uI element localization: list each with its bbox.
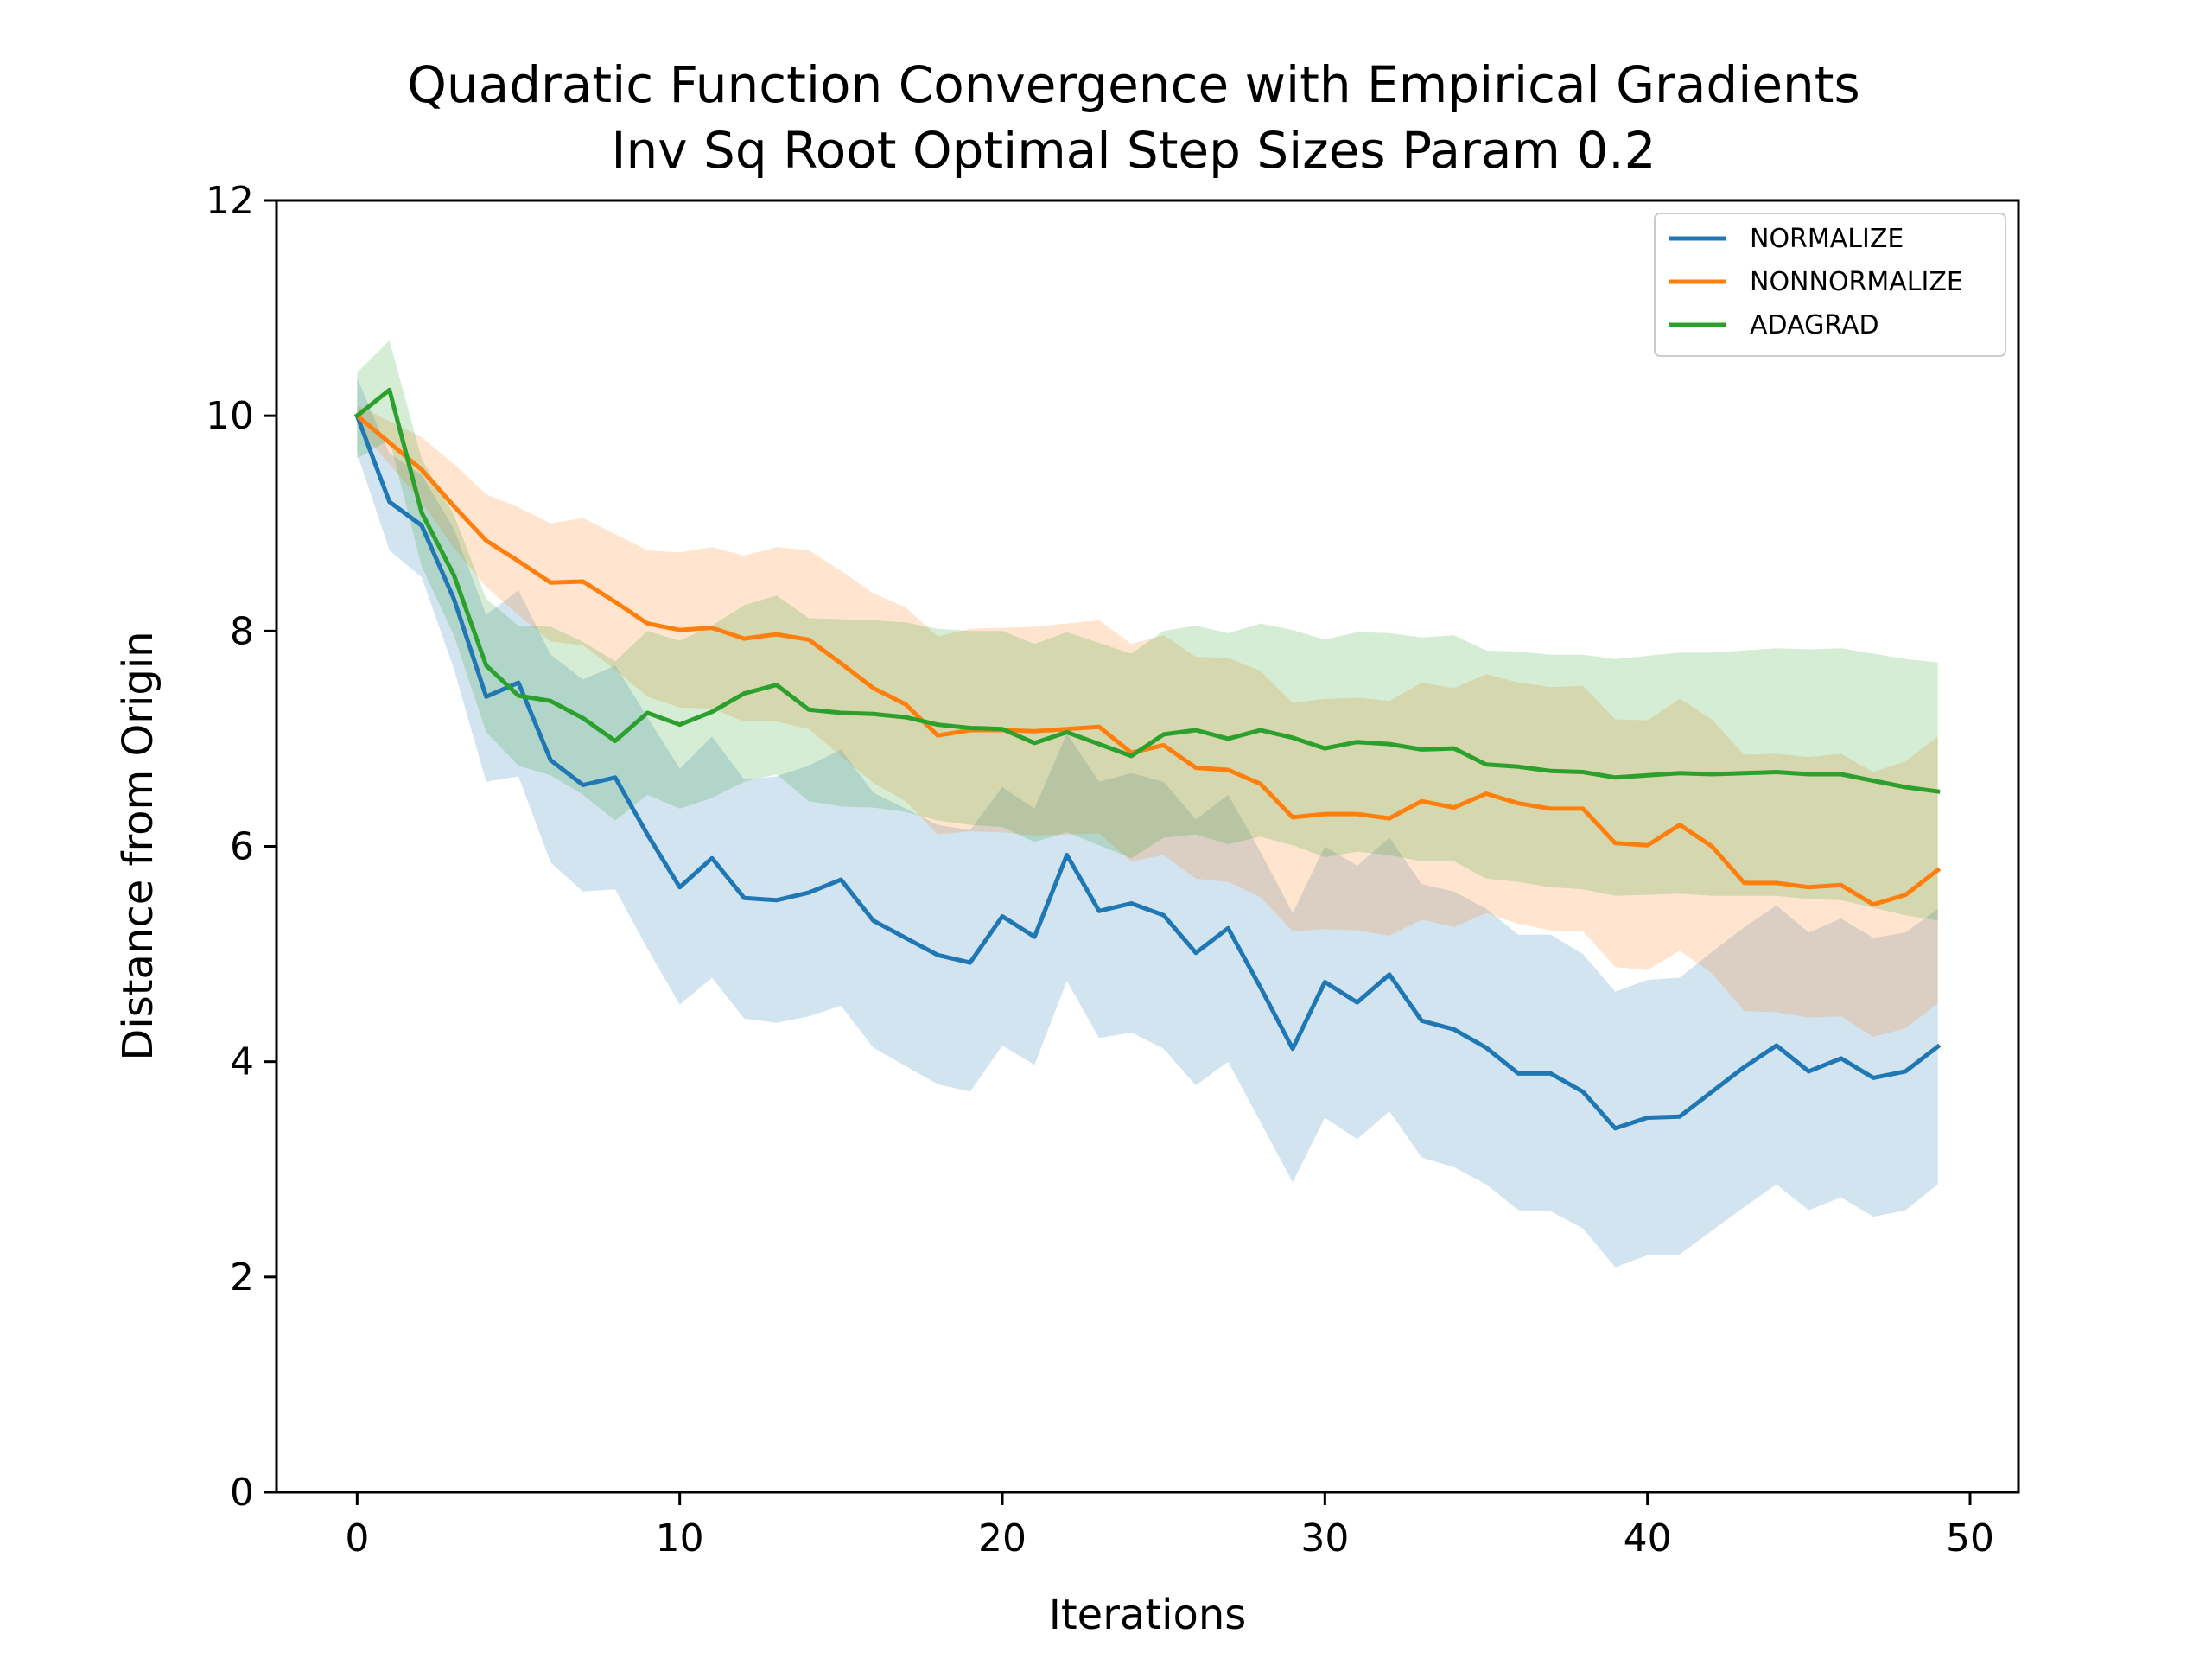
x-tick-label: 30	[1300, 1516, 1349, 1560]
band-normalize	[357, 378, 1938, 1268]
x-tick-label: 20	[978, 1516, 1027, 1560]
line-adagrad	[353, 387, 1941, 794]
line-normalize	[354, 412, 1942, 1131]
band-adagrad	[357, 340, 1938, 921]
line-nonnormalize	[353, 412, 1942, 907]
legend-label-normalize: NORMALIZE	[1750, 224, 1904, 254]
legend-label-nonnormalize: NONNORMALIZE	[1750, 267, 1963, 297]
y-tick-label: 10	[206, 394, 254, 438]
y-tick-label: 0	[230, 1471, 254, 1515]
legend: NORMALIZE NONNORMALIZE ADAGRAD	[1654, 213, 2006, 357]
x-tick-label: 40	[1624, 1516, 1672, 1560]
x-tick-label: 0	[345, 1516, 369, 1560]
y-tick-label: 12	[206, 179, 254, 223]
chart-subtitle: Inv Sq Root Optimal Step Sizes Param 0.2	[611, 121, 1656, 180]
series-lines	[353, 387, 1942, 1131]
y-tick-label: 6	[230, 825, 254, 869]
y-axis-label: Distance from Origin	[114, 631, 162, 1060]
x-axis-label: Iterations	[1049, 1591, 1247, 1639]
legend-label-adagrad: ADAGRAD	[1750, 310, 1879, 340]
legend-box	[1654, 213, 2006, 357]
confidence-bands	[357, 340, 1938, 1268]
y-axis: 0 2 4 6 8 10 12	[206, 179, 276, 1515]
x-axis: 0 10 20 30 40 50	[345, 1492, 1994, 1560]
band-nonnormalize	[357, 404, 1938, 1037]
x-tick-label: 10	[656, 1516, 704, 1560]
y-tick-label: 4	[230, 1040, 254, 1084]
y-tick-label: 2	[230, 1255, 254, 1300]
y-tick-label: 8	[230, 609, 254, 653]
x-tick-label: 50	[1946, 1516, 1994, 1560]
chart-title: Quadratic Function Convergence with Empi…	[407, 55, 1860, 114]
